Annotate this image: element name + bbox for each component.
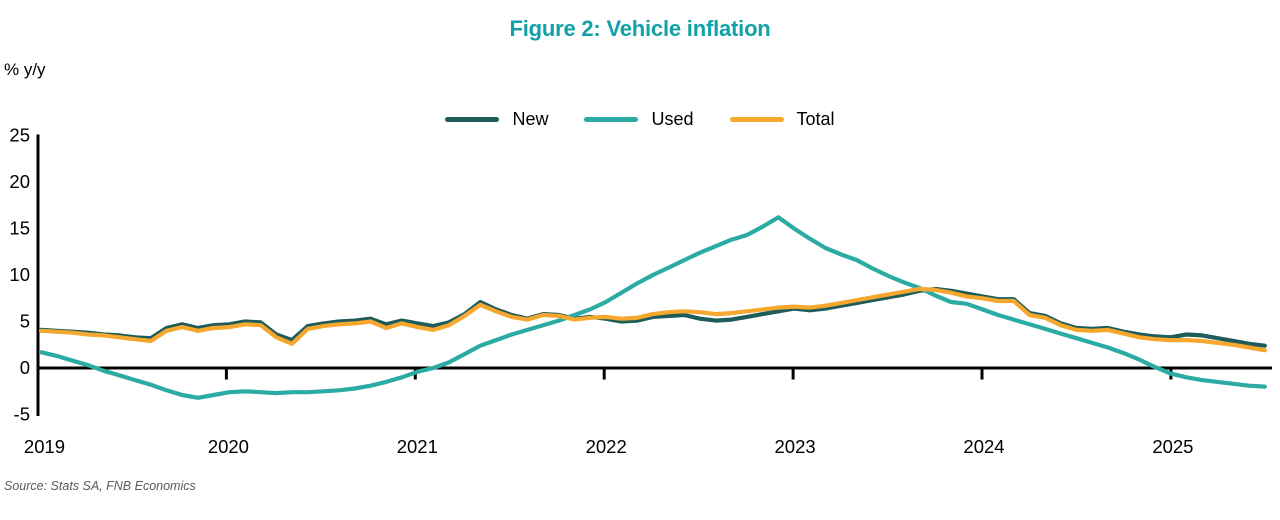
chart-title: Figure 2: Vehicle inflation xyxy=(509,16,771,41)
y-axis-tick-label: 25 xyxy=(9,125,30,146)
x-axis-tick-label: 2023 xyxy=(775,436,816,457)
legend-item-new: New xyxy=(445,109,548,130)
legend-swatch-total xyxy=(729,117,784,122)
series-line-new xyxy=(38,286,1267,348)
series-line-used xyxy=(38,215,1267,400)
legend-item-total: Total xyxy=(729,109,835,130)
legend-item-used: Used xyxy=(584,109,694,130)
y-axis-tick-label: 5 xyxy=(20,311,30,332)
legend-label-used: Used xyxy=(651,109,694,129)
legend-swatch-used xyxy=(584,117,639,122)
legend-swatch-new xyxy=(445,117,500,122)
legend-label-new: New xyxy=(512,109,549,129)
y-axis-unit-label: % y/y xyxy=(4,60,46,79)
x-axis-tick-label: 2020 xyxy=(208,436,249,457)
chart-legend: New Used Total xyxy=(0,109,1280,130)
y-axis-tick-label: 0 xyxy=(20,357,30,378)
y-axis-tick-label: 20 xyxy=(9,171,30,192)
y-axis-tick-label: 15 xyxy=(9,218,30,239)
source-note: Source: Stats SA, FNB Economics xyxy=(4,479,196,493)
series-line-total xyxy=(38,286,1267,353)
x-axis-tick-label: 2019 xyxy=(24,436,65,457)
x-axis-tick-label: 2025 xyxy=(1152,436,1193,457)
x-axis-tick-label: 2021 xyxy=(397,436,438,457)
y-axis-tick-label: 10 xyxy=(9,264,30,285)
x-axis-tick-label: 2024 xyxy=(963,436,1004,457)
x-axis-tick-label: 2022 xyxy=(586,436,627,457)
y-axis-tick-label: -5 xyxy=(14,404,30,425)
legend-label-total: Total xyxy=(796,109,835,129)
